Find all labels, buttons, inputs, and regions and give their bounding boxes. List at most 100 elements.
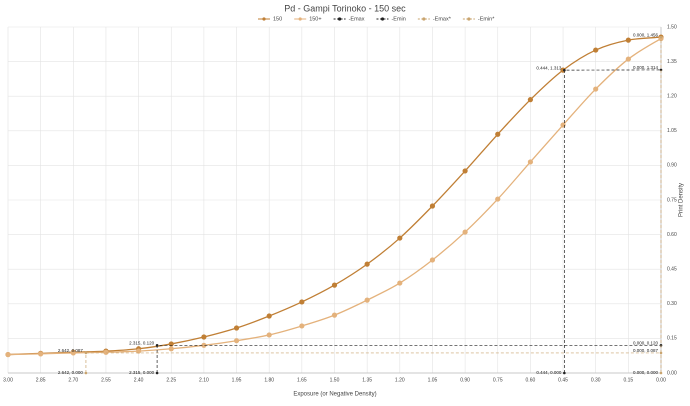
data-point xyxy=(364,261,370,267)
y-tick-label: 1.20 xyxy=(667,94,677,100)
x-tick-label: 2.85 xyxy=(36,377,46,383)
y-tick-label: 0.75 xyxy=(667,197,677,203)
data-point xyxy=(103,349,109,355)
data-point xyxy=(593,47,599,53)
data-label: 0.000, 0.087 xyxy=(633,348,659,353)
data-label: 0.000, 0.120 xyxy=(633,341,659,346)
data-point xyxy=(658,35,664,42)
data-point xyxy=(495,196,501,202)
y-tick-label: 0.60 xyxy=(667,232,677,238)
legend-label: 150 xyxy=(273,16,282,22)
data-point xyxy=(659,371,663,375)
legend-marker xyxy=(298,17,302,21)
data-label: 2.315, 0.120 xyxy=(129,341,155,346)
data-point xyxy=(462,168,468,174)
data-label: 2.642, 0.087 xyxy=(58,348,84,353)
data-point xyxy=(266,332,272,338)
legend-marker xyxy=(337,17,342,21)
data-point xyxy=(84,351,88,355)
data-point xyxy=(563,68,566,72)
x-tick-label: 0.75 xyxy=(493,377,503,383)
data-point xyxy=(201,342,207,348)
data-point xyxy=(233,338,240,344)
x-tick-label: 1.05 xyxy=(428,377,438,383)
x-tick-label: 0.60 xyxy=(526,377,536,383)
data-point xyxy=(560,122,566,128)
x-tick-label: 3.00 xyxy=(3,377,13,383)
y-tick-label: 1.05 xyxy=(667,128,677,134)
data-label: 2.315, 0.000 xyxy=(129,370,155,375)
data-label: 0.000, 1.456 xyxy=(633,32,659,37)
y-tick-label: 0.00 xyxy=(667,370,677,376)
x-tick-label: 0.45 xyxy=(558,377,568,383)
data-point xyxy=(364,297,370,303)
data-point xyxy=(168,341,174,347)
data-label: 0.444, 0.000 xyxy=(536,370,562,375)
data-label: 0.444, 1.313 xyxy=(536,65,562,70)
data-label: 0.000, 1.314 xyxy=(633,65,659,70)
y-tick-label: 1.35 xyxy=(667,59,677,65)
x-tick-label: 2.25 xyxy=(166,377,176,383)
data-point xyxy=(625,37,631,43)
y-tick-label: 0.45 xyxy=(667,267,677,273)
x-tick-label: 0.90 xyxy=(460,377,470,383)
y-tick-label: 0.90 xyxy=(667,163,677,169)
data-point xyxy=(136,348,142,354)
data-point xyxy=(155,371,159,375)
x-tick-label: 2.10 xyxy=(199,377,209,383)
data-label: 0.000, 0.000 xyxy=(633,370,659,375)
legend-marker xyxy=(380,17,385,21)
chart-title: Pd - Gampi Torinoko - 150 sec xyxy=(284,3,406,13)
data-point xyxy=(659,35,663,39)
data-point xyxy=(155,344,159,347)
data-point xyxy=(625,56,631,62)
legend-label: 150+ xyxy=(309,16,321,22)
data-point xyxy=(331,312,338,318)
data-point xyxy=(84,371,88,375)
x-tick-label: 2.70 xyxy=(68,377,78,383)
data-point xyxy=(397,280,403,286)
x-tick-label: 1.50 xyxy=(330,377,340,383)
data-point xyxy=(593,86,599,92)
data-point xyxy=(429,257,436,263)
legend-label: -Emax xyxy=(349,16,365,22)
legend-marker xyxy=(422,17,426,21)
data-point xyxy=(495,131,501,137)
x-tick-label: 0.00 xyxy=(656,377,666,383)
data-point xyxy=(462,229,468,235)
data-point xyxy=(201,334,207,340)
data-point xyxy=(527,159,534,165)
legend-marker xyxy=(467,17,471,21)
data-point xyxy=(659,351,663,355)
legend-label: -Emin* xyxy=(478,16,495,22)
x-tick-label: 1.20 xyxy=(395,377,405,383)
data-point xyxy=(38,351,44,357)
data-point xyxy=(299,323,305,329)
data-point xyxy=(429,203,436,209)
data-point xyxy=(331,282,338,288)
x-tick-label: 1.95 xyxy=(232,377,242,383)
data-point xyxy=(563,371,566,375)
y-axis-title: Print Density xyxy=(679,183,685,217)
data-point xyxy=(266,313,272,319)
x-axis-title: Exposure (or Negative Density) xyxy=(293,392,376,398)
x-tick-label: 2.55 xyxy=(101,377,111,383)
data-point xyxy=(397,235,403,241)
x-tick-label: 1.35 xyxy=(362,377,372,383)
data-point xyxy=(299,299,305,305)
x-tick-label: 2.40 xyxy=(134,377,144,383)
data-point xyxy=(233,325,240,331)
data-point xyxy=(70,350,76,356)
y-tick-label: 0.30 xyxy=(667,301,677,307)
data-label: 2.642, 0.000 xyxy=(58,370,84,375)
x-tick-label: 1.65 xyxy=(297,377,307,383)
legend-marker xyxy=(262,17,266,21)
y-tick-label: 0.15 xyxy=(667,336,677,342)
y-tick-label: 1.50 xyxy=(667,24,677,30)
data-point xyxy=(659,68,663,72)
data-point xyxy=(527,97,534,103)
x-tick-label: 0.30 xyxy=(591,377,601,383)
data-point xyxy=(168,346,174,352)
data-point xyxy=(5,351,11,358)
